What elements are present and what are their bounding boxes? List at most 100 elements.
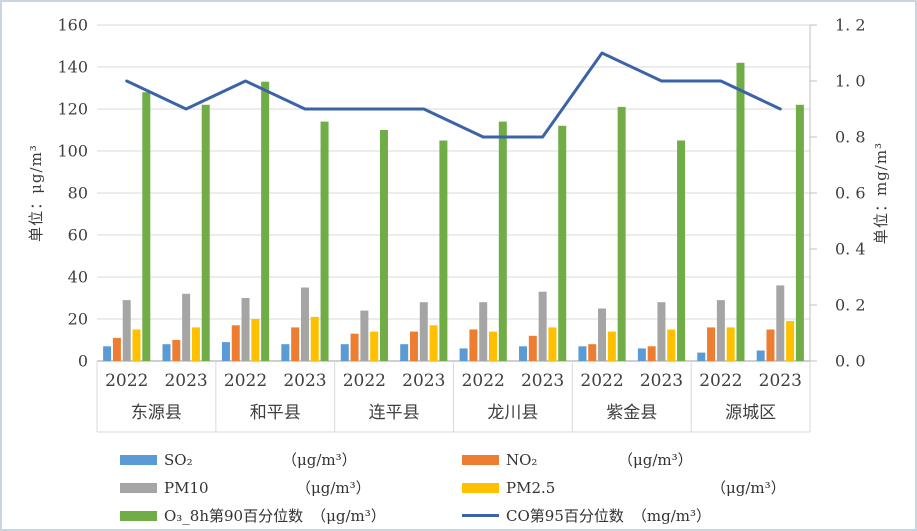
- bar-so2: [459, 348, 468, 361]
- legend-item-pm25: PM2.5 （μg/m³）: [462, 477, 890, 498]
- right-axis-title: 单位：mg/m³: [872, 141, 890, 245]
- line-co: [125, 51, 782, 139]
- year-label: 2023: [283, 371, 326, 391]
- bar-pm25: [310, 316, 319, 361]
- bar-pm10: [716, 300, 725, 361]
- bar-pm10: [479, 302, 488, 361]
- bar-no2: [350, 333, 359, 361]
- legend-unit: （μg/m³）: [711, 479, 786, 497]
- bar-no2: [409, 331, 418, 361]
- left-axis-tick-label: 120: [57, 100, 88, 119]
- group-label: 东源县: [131, 403, 182, 423]
- right-axis-tick-label: 0. 0: [835, 352, 866, 371]
- bar-pm10: [241, 298, 250, 361]
- bar-no2: [588, 344, 597, 361]
- bar-no2: [291, 327, 300, 361]
- bar-o3: [498, 121, 507, 361]
- bar-no2: [647, 346, 656, 361]
- year-label: 2022: [699, 371, 742, 391]
- bar-o3: [379, 130, 388, 361]
- group-label: 龙川县: [487, 403, 538, 423]
- bar-pm10: [657, 302, 666, 361]
- bar-so2: [400, 344, 409, 361]
- bar-pm25: [607, 331, 616, 361]
- bar-pm25: [489, 331, 498, 361]
- legend-swatch-o3: [120, 510, 157, 521]
- bar-so2: [697, 352, 706, 361]
- legend-label: PM2.5: [506, 478, 556, 497]
- year-label: 2023: [759, 371, 802, 391]
- bar-no2: [172, 340, 181, 361]
- bar-pm10: [776, 285, 785, 361]
- legend-swatch-so2: [120, 454, 157, 465]
- bar-no2: [469, 329, 478, 361]
- bar-no2: [528, 335, 537, 361]
- bar-pm10: [182, 293, 191, 361]
- bar-pm10: [538, 291, 547, 361]
- year-label: 2023: [164, 371, 207, 391]
- bar-pm25: [251, 319, 260, 361]
- bar-so2: [756, 350, 765, 361]
- legend-label: PM10: [164, 478, 209, 497]
- legend-item-co: CO第95百分位数 （mg/m³）: [462, 505, 890, 526]
- year-label: 2023: [640, 371, 683, 391]
- left-axis-tick-label: 60: [68, 226, 88, 245]
- right-axis-tick-label: 0. 4: [835, 240, 866, 259]
- year-label: 2023: [521, 371, 564, 391]
- bar-pm10: [300, 287, 309, 361]
- group-label: 紫金县: [606, 403, 657, 423]
- bar-pm10: [598, 308, 607, 361]
- year-label: 2022: [580, 371, 623, 391]
- left-axis-tick-label: 140: [57, 58, 88, 77]
- legend-item-no2: NO₂ （μg/m³）: [462, 449, 890, 470]
- left-axis-tick-label: 40: [68, 268, 88, 287]
- legend-label: O₃_8h第90百分位数: [164, 507, 304, 525]
- legend-label: SO₂: [164, 450, 193, 469]
- bar-pm25: [548, 327, 557, 361]
- bar-no2: [707, 327, 716, 361]
- year-label: 2022: [224, 371, 267, 391]
- bar-o3: [439, 140, 448, 361]
- right-axis-tick-label: 0. 8: [835, 128, 866, 147]
- legend-unit: （μg/m³）: [282, 451, 357, 469]
- bar-pm10: [419, 302, 428, 361]
- right-axis-tick-label: 1. 0: [835, 72, 866, 91]
- group-label: 源城区: [725, 403, 776, 423]
- bar-so2: [578, 346, 587, 361]
- bar-no2: [112, 337, 121, 361]
- legend-swatch-pm10: [120, 482, 157, 493]
- year-label: 2023: [402, 371, 445, 391]
- bar-no2: [766, 329, 775, 361]
- left-axis-title: 单位：μg/m³: [27, 144, 45, 242]
- legend-unit: （mg/m³）: [631, 507, 711, 525]
- bar-pm25: [132, 329, 141, 361]
- bar-o3: [558, 125, 567, 361]
- bar-o3: [677, 140, 686, 361]
- legend-swatch-no2: [462, 454, 499, 465]
- legend-item-so2: SO₂ （μg/m³）: [120, 449, 462, 470]
- right-axis-tick-label: 0. 6: [835, 184, 866, 203]
- bar-pm25: [429, 325, 438, 361]
- legend-swatch-pm25: [462, 482, 499, 493]
- legend-swatch-co: [462, 514, 499, 517]
- bar-so2: [103, 346, 112, 361]
- bar-so2: [281, 344, 290, 361]
- left-axis-tick-label: 100: [57, 142, 88, 161]
- left-axis-tick-label: 0: [78, 352, 88, 371]
- year-label: 2022: [105, 371, 148, 391]
- bar-pm25: [191, 327, 200, 361]
- left-axis-tick-label: 20: [68, 310, 88, 329]
- group-label: 和平县: [250, 403, 301, 423]
- bar-o3: [736, 62, 745, 362]
- bar-so2: [519, 346, 528, 361]
- bar-so2: [221, 342, 230, 361]
- bar-o3: [142, 92, 151, 361]
- bar-pm25: [667, 329, 676, 361]
- year-label: 2022: [343, 371, 386, 391]
- bar-o3: [320, 121, 329, 361]
- group-label: 连平县: [369, 403, 420, 423]
- right-axis-tick-label: 0. 2: [835, 296, 866, 315]
- legend-label: NO₂: [506, 450, 538, 469]
- bar-no2: [231, 325, 240, 361]
